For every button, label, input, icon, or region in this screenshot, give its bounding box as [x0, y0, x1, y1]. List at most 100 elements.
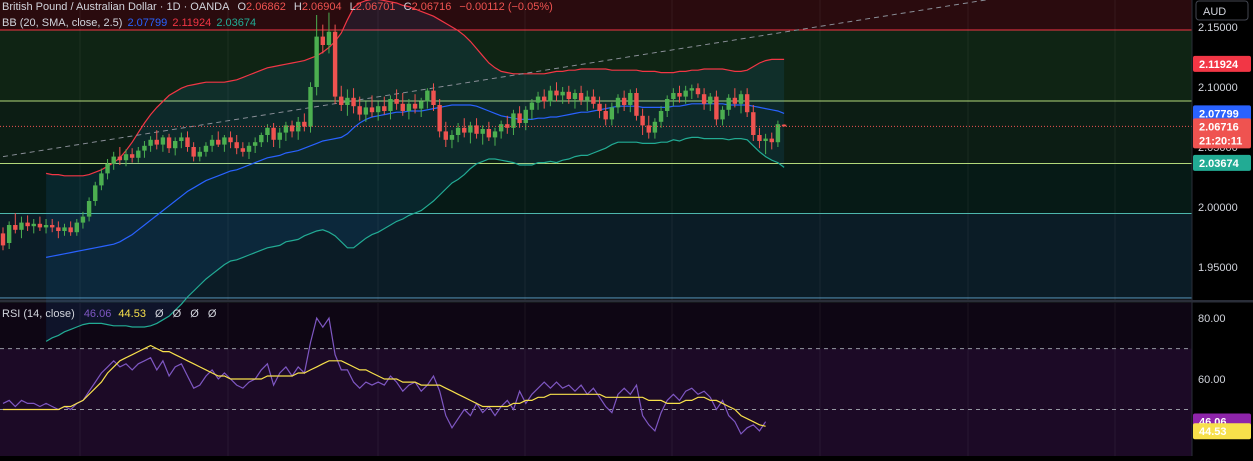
candle-body	[314, 36, 319, 87]
bb-lower-tag-text: 2.03674	[1199, 158, 1240, 170]
candle-body	[93, 185, 98, 201]
candle-body	[283, 125, 289, 133]
candle	[228, 131, 233, 149]
candle	[781, 124, 787, 127]
bb-basis-tag-text: 2.07799	[1199, 108, 1239, 120]
rsi-band-background	[0, 348, 1192, 461]
bb-upper-tag	[1193, 55, 1251, 72]
candle-body	[142, 145, 147, 151]
candle	[382, 96, 387, 115]
last-price-tag	[1193, 118, 1251, 149]
candle-body	[289, 125, 295, 132]
candle	[548, 85, 553, 107]
candle-body	[357, 106, 362, 115]
candle	[0, 227, 6, 251]
candle-body	[535, 96, 541, 103]
candle	[406, 99, 412, 120]
candle-body	[529, 102, 535, 110]
candle	[443, 121, 448, 147]
candle-body	[31, 223, 36, 227]
candle-body	[37, 223, 43, 228]
candle-body	[412, 103, 418, 109]
candle	[517, 106, 522, 128]
candle-body	[185, 137, 190, 147]
candle	[677, 85, 682, 103]
candle	[363, 101, 369, 122]
candle	[283, 121, 289, 141]
candle-body	[634, 93, 639, 116]
candle-body	[708, 96, 713, 104]
candle-body	[677, 93, 682, 97]
candle-body	[591, 96, 596, 104]
candle	[369, 95, 375, 117]
price-tick-label: 1.95000	[1198, 262, 1238, 274]
candle-body	[80, 216, 86, 223]
candle	[726, 94, 731, 116]
candle-body	[203, 145, 209, 152]
zone-resistance	[0, 30, 1192, 102]
candle-body	[296, 121, 301, 132]
candle	[578, 85, 584, 105]
candle-body	[160, 137, 166, 145]
candle-body	[781, 124, 787, 127]
candle-body	[302, 121, 307, 127]
candle-body	[375, 106, 381, 113]
candle-body	[394, 99, 399, 104]
rsi-tick-label: 80.00	[1198, 313, 1226, 325]
candle-body	[640, 115, 645, 126]
candle-body	[609, 107, 615, 120]
candle-body	[437, 105, 442, 132]
candle-body	[148, 139, 153, 146]
candle-body	[228, 137, 233, 143]
candle-body	[129, 154, 135, 158]
candle	[56, 221, 61, 239]
candle	[572, 89, 578, 109]
candle	[160, 135, 166, 152]
candle	[302, 113, 307, 132]
candle-body	[25, 222, 30, 227]
candle	[621, 90, 627, 111]
candle-body	[50, 225, 55, 228]
candle	[375, 101, 381, 121]
candle-body	[689, 88, 694, 91]
candle	[136, 147, 141, 163]
candle	[216, 131, 221, 147]
price-tick-label: 2.10000	[1198, 82, 1238, 94]
candle	[658, 106, 664, 128]
candle-body	[763, 138, 768, 141]
candle-body	[19, 222, 24, 230]
candle-body	[197, 151, 202, 157]
candle-body	[351, 97, 356, 107]
candle	[13, 213, 18, 234]
candle-body	[68, 227, 73, 233]
candle	[431, 83, 436, 111]
candle-body	[738, 94, 744, 104]
candle	[222, 135, 227, 152]
candle	[320, 24, 325, 54]
candle-body	[111, 156, 116, 164]
candle-body	[240, 148, 246, 152]
candle-body	[191, 147, 196, 157]
candle	[744, 88, 750, 117]
candle-body	[0, 233, 6, 246]
candle	[486, 121, 492, 141]
candle-body	[117, 156, 123, 161]
candle	[591, 89, 596, 109]
bb-basis-tag	[1193, 105, 1251, 122]
candle-body	[775, 124, 781, 143]
candle	[449, 130, 455, 149]
candle	[80, 211, 86, 229]
candle	[400, 93, 405, 116]
candle-body	[209, 139, 215, 146]
candle	[203, 142, 209, 157]
price-axis-background	[1192, 0, 1253, 300]
candle	[419, 97, 424, 117]
candle	[117, 147, 123, 165]
candle-body	[578, 93, 584, 101]
price-tick-label: 2.15000	[1198, 22, 1238, 34]
candle	[173, 137, 178, 156]
candle	[665, 95, 670, 117]
candle-body	[517, 113, 522, 123]
